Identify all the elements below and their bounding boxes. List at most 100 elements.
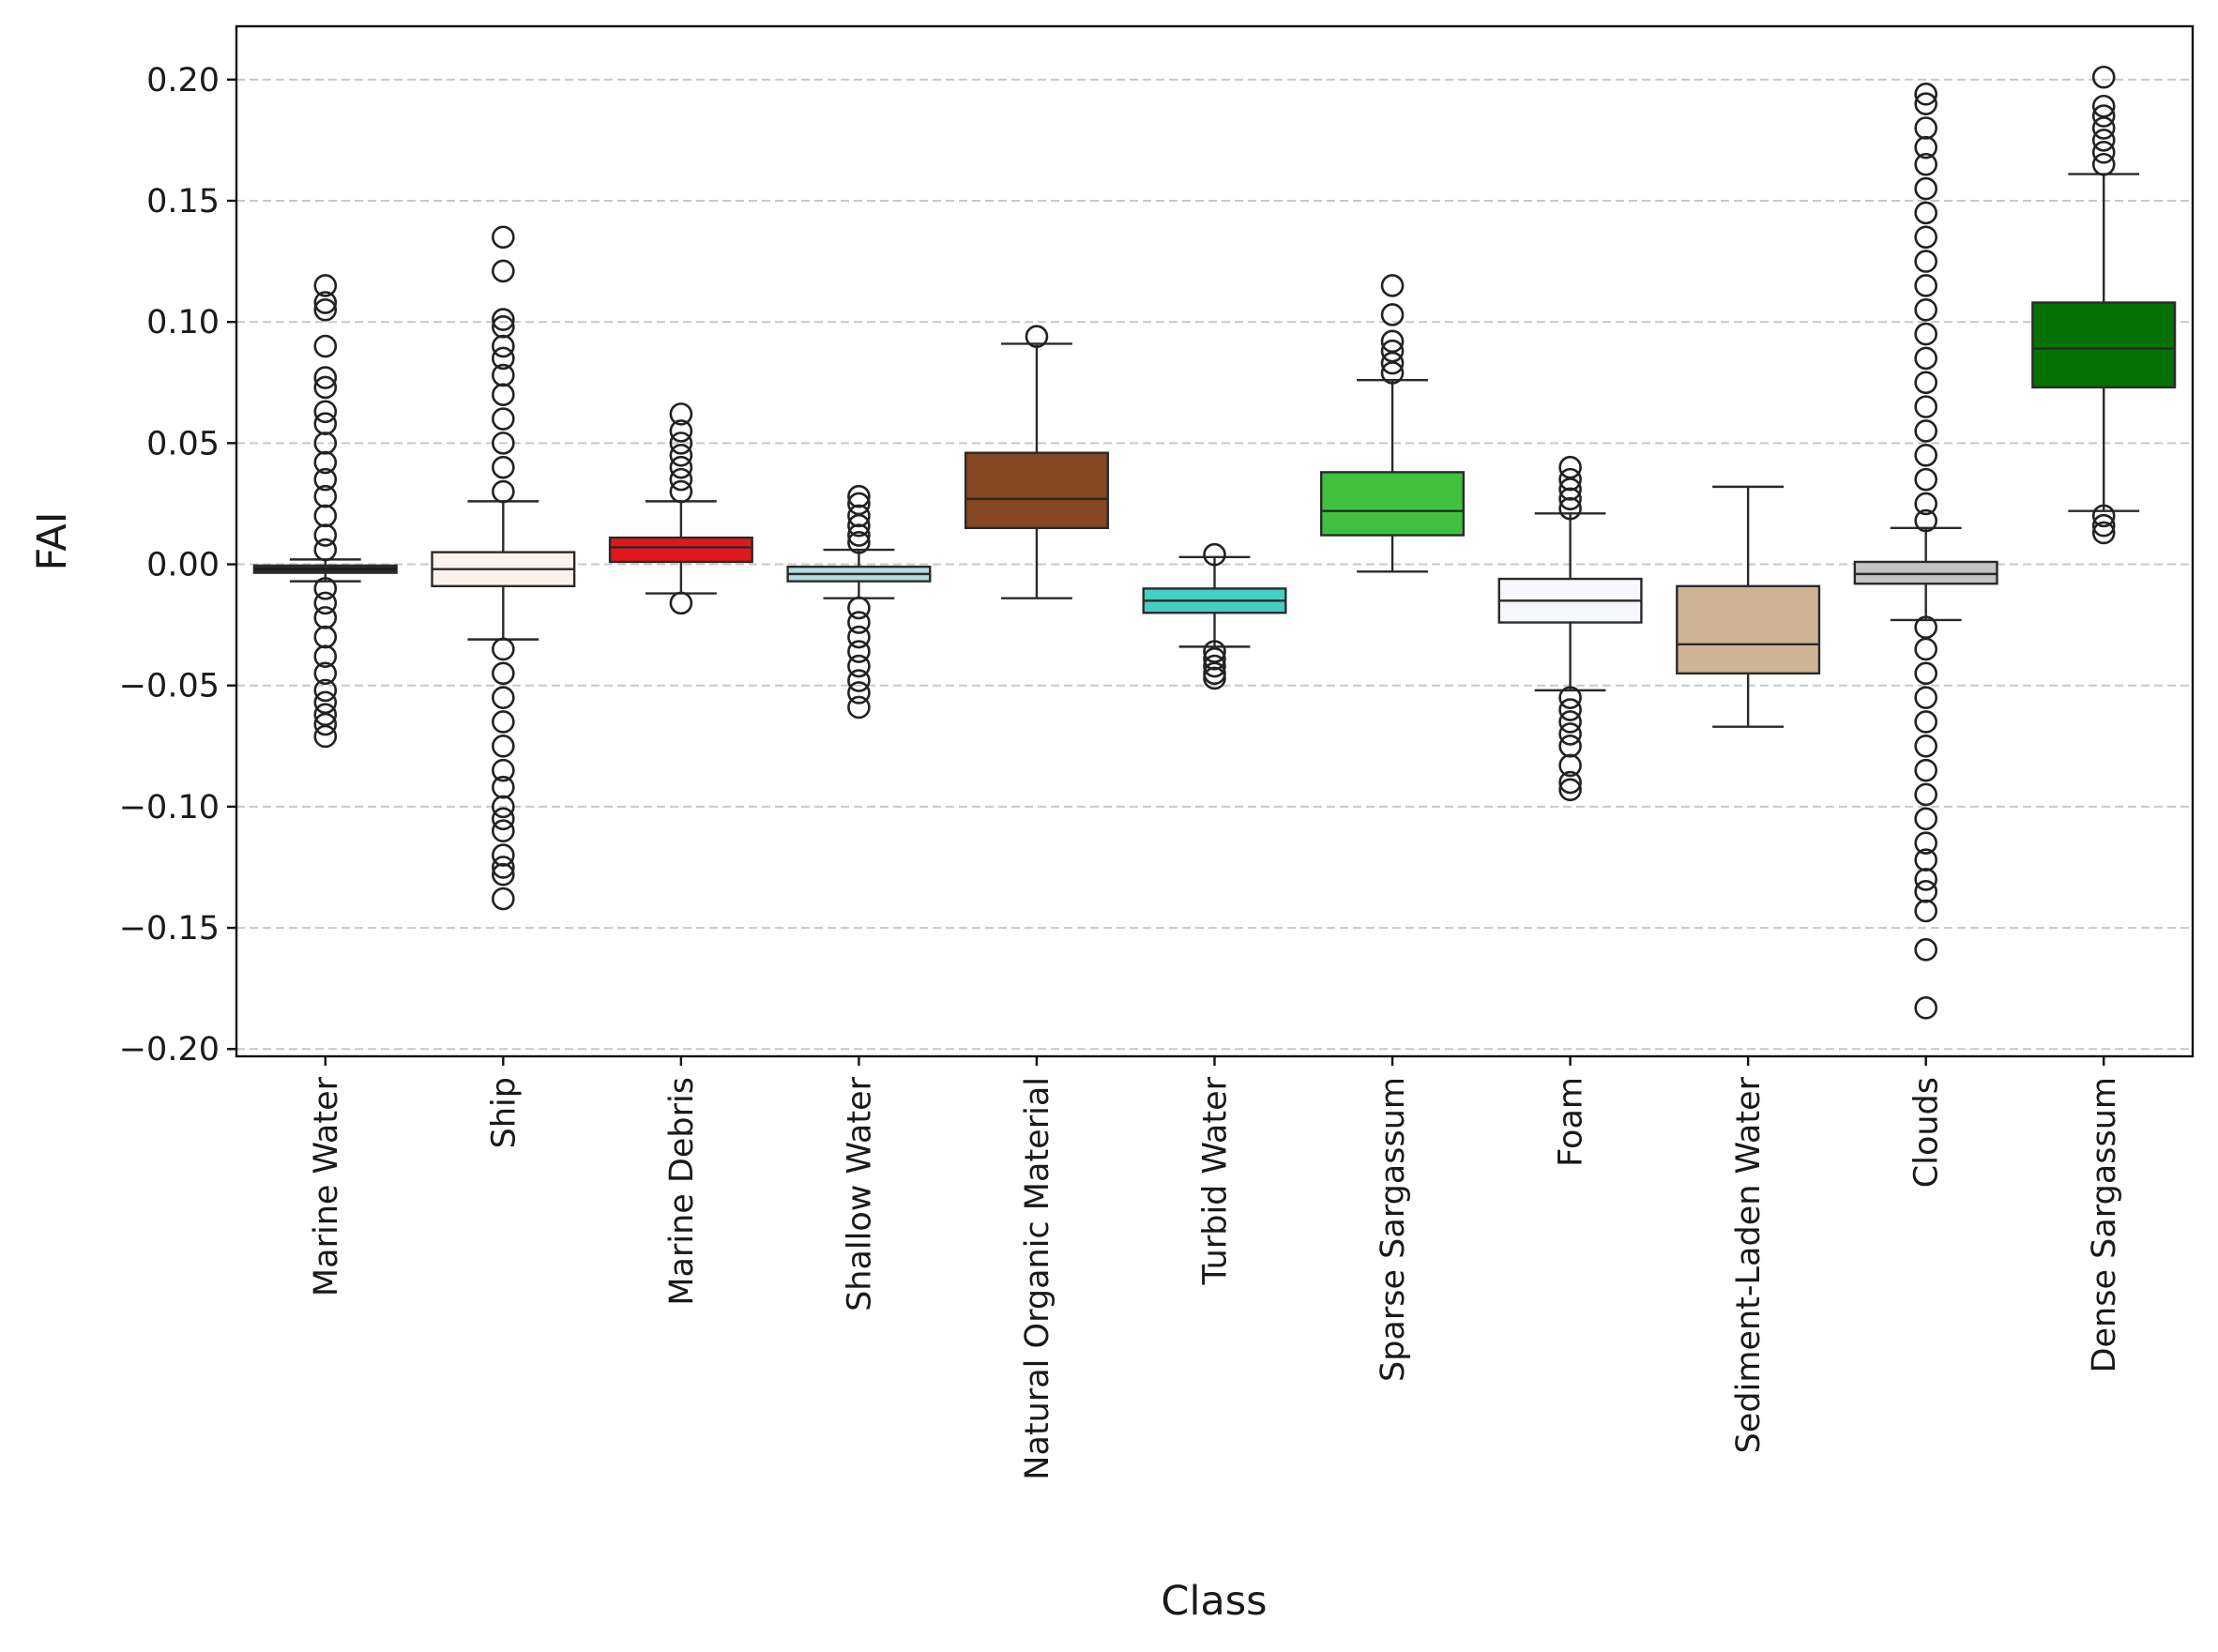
outlier-point <box>492 661 515 686</box>
outlier-point <box>492 758 515 782</box>
outlier-point <box>1914 735 1937 758</box>
outlier-point <box>1914 831 1937 855</box>
outlier-point <box>1558 477 1582 501</box>
outlier-point <box>1914 92 1937 115</box>
outlier-point <box>1558 686 1582 709</box>
outlier-point <box>313 661 338 686</box>
y-axis-ticks: −0.20 −0.15 −0.10 −0.05 0.00 0.05 0.10 0.15 0.20 <box>119 62 236 1068</box>
outlier-point <box>313 291 338 314</box>
outlier-point <box>492 819 515 843</box>
y-tick-label: 0.10 <box>146 304 220 341</box>
outlier-point <box>1914 996 1937 1020</box>
outlier-point <box>1380 274 1405 297</box>
outlier-point <box>313 400 338 424</box>
outlier-point <box>2091 65 2116 89</box>
outlier-point <box>492 225 515 250</box>
outlier-point <box>1203 542 1226 567</box>
outlier-point <box>492 862 515 887</box>
outlier-point <box>2091 104 2116 128</box>
outlier-point <box>2091 504 2116 528</box>
y-tick-label: 0.05 <box>146 425 220 462</box>
outlier-point <box>313 606 338 629</box>
outlier-point <box>492 775 515 799</box>
outlier-point <box>313 504 338 528</box>
outlier-point <box>313 644 338 669</box>
outlier-point <box>847 669 871 692</box>
box-group <box>1142 542 1287 690</box>
boxes-layer <box>252 65 2177 1020</box>
outlier-point <box>1914 250 1937 273</box>
outlier-point <box>669 419 693 443</box>
outlier-point <box>847 504 871 528</box>
outlier-point <box>492 795 515 819</box>
outlier-point <box>1914 443 1937 467</box>
box-group <box>608 402 753 615</box>
outlier-point <box>669 443 693 467</box>
box-group <box>786 484 932 720</box>
outlier-point <box>492 856 515 879</box>
outlier-point <box>1914 899 1937 923</box>
outlier-point <box>847 513 871 538</box>
outlier-point <box>492 843 515 867</box>
box-group <box>1853 83 1998 1020</box>
outlier-point <box>1558 496 1582 521</box>
outlier-point <box>1558 698 1582 721</box>
outlier-point <box>1380 303 1405 326</box>
box <box>1676 584 1821 675</box>
outlier-point <box>669 402 693 426</box>
outlier-point <box>1914 807 1937 831</box>
box-group <box>964 325 1109 599</box>
outlier-point <box>1914 661 1937 686</box>
outlier-point <box>313 366 338 389</box>
outlier-point <box>669 455 693 479</box>
box <box>964 451 1109 529</box>
y-tick-label: 0.15 <box>146 183 220 220</box>
outlier-point <box>1914 176 1937 201</box>
y-axis-label: FAI <box>29 512 76 571</box>
outlier-point <box>313 523 338 547</box>
outlier-point <box>847 611 871 634</box>
box <box>1853 560 1998 585</box>
outlier-point <box>492 363 515 387</box>
x-tick-label: Natural Organic Material <box>1019 1077 1056 1480</box>
x-tick-label: Ship <box>485 1077 523 1148</box>
outlier-point <box>847 484 871 508</box>
outlier-point <box>1914 116 1937 140</box>
outlier-point <box>492 334 515 358</box>
outlier-point <box>1914 297 1937 322</box>
outlier-point <box>1914 868 1937 891</box>
outlier-point <box>1914 848 1937 872</box>
outlier-point <box>1380 351 1405 375</box>
outlier-point <box>1914 395 1937 418</box>
outlier-point <box>1203 666 1226 690</box>
outlier-point <box>492 259 515 283</box>
outlier-point <box>313 484 338 508</box>
y-tick-label: −0.20 <box>119 1031 220 1068</box>
outlier-point <box>313 274 338 297</box>
outlier-point <box>1914 201 1937 225</box>
outlier-point <box>1914 938 1937 962</box>
outlier-point <box>313 724 338 749</box>
outlier-point <box>847 695 871 720</box>
x-tick-label: Sediment-Laden Water <box>1730 1076 1768 1453</box>
outlier-point <box>1203 654 1226 678</box>
outlier-point <box>847 530 871 554</box>
outlier-point <box>1914 274 1937 297</box>
outlier-point <box>492 479 515 504</box>
outlier-point <box>492 455 515 479</box>
outlier-point <box>313 538 338 562</box>
y-tick-label: −0.15 <box>119 910 220 947</box>
outlier-point <box>1914 686 1937 709</box>
outlier-point <box>1203 647 1226 671</box>
y-tick-label: −0.10 <box>119 789 220 826</box>
outlier-point <box>313 334 338 358</box>
outlier-point <box>492 432 515 455</box>
outlier-point <box>847 654 871 678</box>
outlier-point <box>1025 325 1049 348</box>
outlier-point <box>1558 710 1582 734</box>
outlier-point <box>2091 141 2116 164</box>
box <box>608 536 753 564</box>
outlier-point <box>313 412 338 435</box>
